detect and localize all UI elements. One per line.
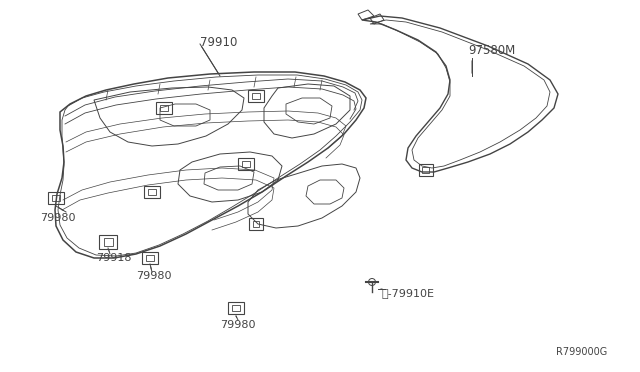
Text: 79910: 79910 [200, 35, 237, 48]
Text: 79980: 79980 [40, 213, 76, 223]
Text: R799000G: R799000G [556, 347, 607, 357]
Text: ⓑ-79910E: ⓑ-79910E [382, 288, 435, 298]
Text: 79980: 79980 [220, 320, 255, 330]
Text: 79918: 79918 [96, 253, 131, 263]
Text: 97580M: 97580M [468, 44, 515, 57]
Text: 79980: 79980 [136, 271, 172, 281]
